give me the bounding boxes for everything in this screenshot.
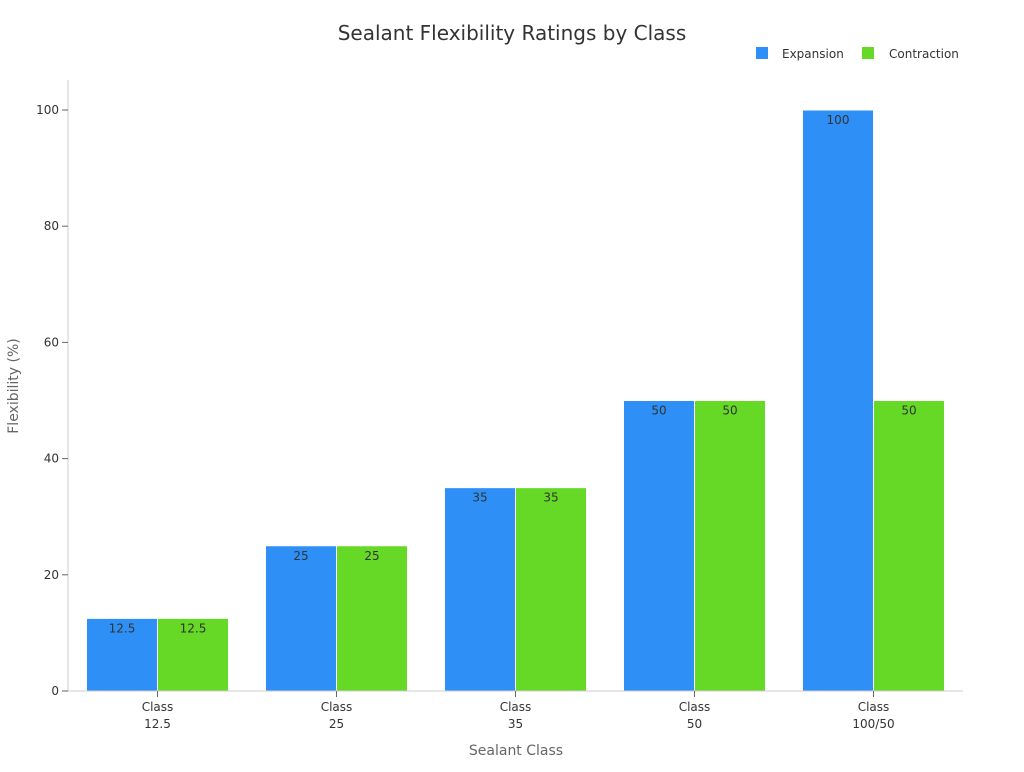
x-tick-label: Class — [858, 700, 890, 714]
x-axis-label: Sealant Class — [469, 743, 563, 759]
data-label: 100 — [827, 113, 850, 127]
data-label: 25 — [364, 549, 379, 563]
bar-expansion — [265, 545, 337, 692]
bar-contraction — [515, 487, 587, 692]
bar-contraction — [157, 617, 229, 692]
y-tick-label: 20 — [44, 568, 59, 582]
legend-label-expansion: Expansion — [782, 47, 844, 61]
y-tick-label: 100 — [36, 103, 59, 117]
data-label: 12.5 — [180, 621, 207, 635]
bar-expansion — [802, 109, 874, 692]
data-label: 50 — [901, 404, 916, 418]
bar-contraction — [694, 400, 766, 692]
data-label: 35 — [543, 491, 558, 505]
y-axis-label: Flexibility (%) — [6, 338, 22, 434]
data-label: 50 — [722, 404, 737, 418]
x-tick-label: 35 — [508, 717, 523, 731]
bar-expansion — [444, 487, 516, 692]
data-label: 12.5 — [109, 621, 136, 635]
x-tick-label: 25 — [329, 717, 344, 731]
y-tick-label: 0 — [51, 684, 59, 698]
legend-swatch-contraction — [862, 47, 874, 59]
x-tick-label: 100/50 — [852, 717, 894, 731]
x-tick-label: Class — [500, 700, 532, 714]
bar-expansion — [623, 400, 695, 692]
bar-contraction — [336, 545, 408, 692]
legend-label-contraction: Contraction — [889, 47, 959, 61]
x-tick-label: Class — [321, 700, 353, 714]
x-tick-label: 12.5 — [144, 717, 171, 731]
bar-expansion — [86, 617, 158, 692]
legend-swatch-expansion — [756, 47, 768, 59]
chart-title: Sealant Flexibility Ratings by Class — [338, 21, 687, 45]
data-label: 50 — [651, 404, 666, 418]
legend: Expansion Contraction — [756, 47, 959, 61]
data-label: 25 — [293, 549, 308, 563]
y-tick-label: 60 — [44, 335, 59, 349]
bar-contraction — [873, 400, 945, 692]
x-tick-label: Class — [142, 700, 174, 714]
x-tick-label: Class — [679, 700, 711, 714]
y-tick-label: 80 — [44, 219, 59, 233]
x-tick-label: 50 — [687, 717, 702, 731]
data-label: 35 — [472, 491, 487, 505]
y-tick-label: 40 — [44, 452, 59, 466]
